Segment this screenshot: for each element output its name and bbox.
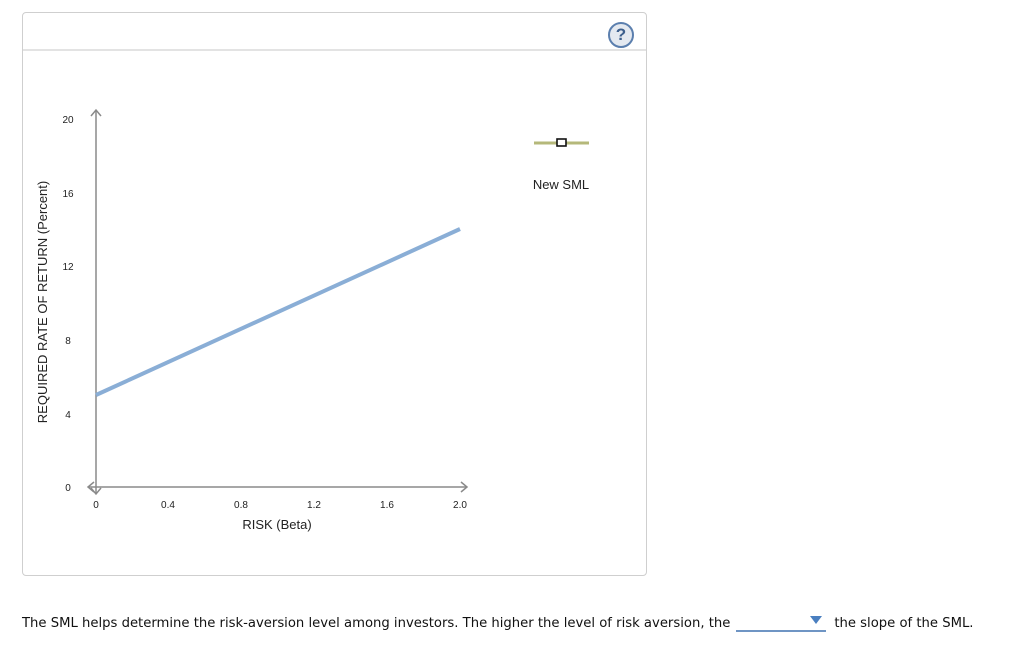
y-tick: 16: [62, 189, 74, 200]
x-tick: 0.4: [161, 500, 175, 511]
legend-marker-icon: [556, 138, 567, 147]
sml-line[interactable]: [95, 227, 461, 397]
x-tick-labels: 0 0.4 0.8 1.2 1.6 2.0: [93, 500, 467, 511]
x-axis-arrow-left-icon: [86, 481, 95, 493]
caret-down-icon: [810, 616, 823, 624]
y-axis-label: REQUIRED RATE OF RETURN (Percent): [35, 181, 50, 423]
legend-new-sml[interactable]: New SML: [533, 138, 589, 192]
x-tick: 1.2: [307, 500, 321, 511]
question-text-before: The SML helps determine the risk-aversio…: [22, 616, 731, 631]
y-tick: 8: [65, 336, 71, 347]
y-tick: 4: [65, 410, 71, 421]
x-axis-arrow-right-icon: [460, 481, 469, 493]
risk-aversion-slope-dropdown[interactable]: [736, 612, 827, 632]
legend-label: New SML: [533, 177, 589, 192]
y-tick: 0: [65, 483, 71, 494]
panel-header: ?: [23, 13, 646, 51]
sml-chart: REQUIRED RATE OF RETURN (Percent) 20 16 …: [35, 108, 589, 532]
help-icon[interactable]: ?: [608, 22, 634, 48]
x-tick: 0: [93, 500, 99, 511]
question-sentence: The SML helps determine the risk-aversio…: [22, 611, 974, 632]
y-axis-arrow-up-icon: [90, 108, 102, 117]
graph-panel: ?: [22, 12, 647, 576]
x-tick: 0.8: [234, 500, 248, 511]
y-tick: 12: [62, 262, 74, 273]
x-tick: 2.0: [453, 500, 467, 511]
x-tick: 1.6: [380, 500, 394, 511]
y-tick: 20: [62, 115, 74, 126]
y-tick-labels: 20 16 12 8 4 0: [62, 115, 74, 494]
axes: [86, 108, 469, 496]
question-text-after: the slope of the SML.: [834, 616, 974, 631]
x-axis-label: RISK (Beta): [242, 517, 311, 532]
